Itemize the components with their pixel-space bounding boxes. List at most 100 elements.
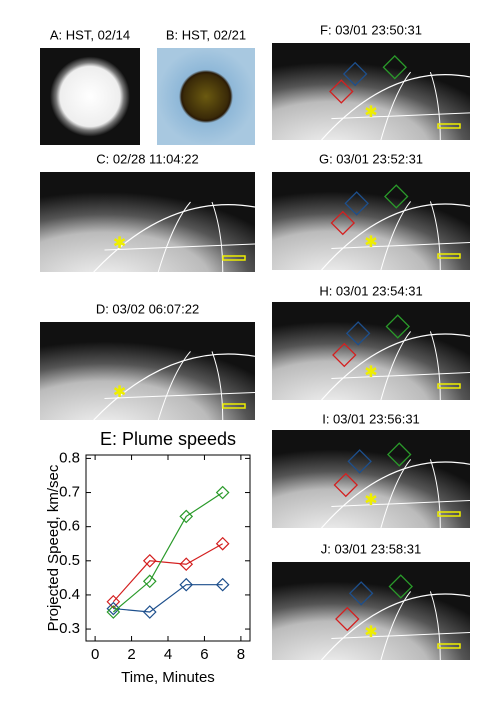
limb-grid bbox=[211, 201, 224, 273]
panel-image bbox=[272, 302, 470, 400]
panel-image bbox=[272, 43, 470, 140]
panel-image bbox=[40, 322, 255, 420]
x-axis-label: Time, Minutes bbox=[121, 669, 215, 686]
scale-bar bbox=[437, 123, 461, 129]
region-box bbox=[387, 442, 412, 467]
point bbox=[106, 601, 121, 616]
marker-star: ✱ bbox=[364, 492, 377, 509]
point bbox=[142, 553, 157, 568]
point bbox=[179, 577, 194, 592]
point bbox=[215, 536, 230, 551]
panel-image bbox=[272, 172, 470, 270]
panel-label: C: 02/28 11:04:22 bbox=[96, 151, 198, 166]
point bbox=[179, 557, 194, 572]
limb-grid bbox=[380, 331, 411, 401]
panel-image bbox=[272, 562, 470, 660]
region-box bbox=[348, 581, 374, 606]
limb-grid bbox=[331, 242, 471, 249]
region-box bbox=[384, 184, 409, 209]
limb-grid bbox=[321, 203, 471, 271]
y-tick-label: 0.8 bbox=[59, 449, 80, 466]
limb-grid bbox=[380, 201, 411, 271]
series-line bbox=[112, 543, 223, 603]
x-tick-label: 4 bbox=[164, 646, 172, 663]
limb-grid bbox=[321, 74, 471, 141]
limb-grid bbox=[93, 204, 256, 273]
region-box bbox=[342, 61, 368, 87]
y-axis-label: Projected Speed, km/sec bbox=[45, 464, 62, 631]
point bbox=[215, 485, 230, 500]
scale-bar bbox=[222, 403, 246, 409]
limb-grid bbox=[157, 201, 191, 273]
disk bbox=[50, 56, 130, 137]
image-panels: A: HST, 02/14 B: HST, 02/21 C: 02/28 11:04… bbox=[40, 22, 471, 661]
limb-grid bbox=[331, 372, 471, 379]
panel-image bbox=[272, 430, 470, 528]
scale-bar bbox=[437, 253, 461, 259]
region-box bbox=[329, 79, 354, 104]
x-tick-label: 2 bbox=[127, 646, 135, 663]
region-box bbox=[345, 321, 371, 346]
limb-grid bbox=[380, 591, 411, 661]
region-box bbox=[335, 606, 360, 632]
limb-grid bbox=[429, 591, 441, 661]
x-tick-label: 8 bbox=[237, 646, 245, 663]
region-box bbox=[382, 55, 407, 80]
y-tick-label: 0.6 bbox=[59, 518, 80, 535]
region-box bbox=[347, 449, 372, 474]
scale-bar bbox=[437, 383, 461, 389]
limb-grid bbox=[321, 461, 471, 529]
limb-grid bbox=[157, 351, 191, 421]
panel-image bbox=[157, 48, 255, 145]
x-tick-label: 6 bbox=[200, 646, 208, 663]
region-box bbox=[332, 342, 357, 368]
limb-grid bbox=[104, 243, 256, 251]
panel-label: I: 03/01 23:56:31 bbox=[322, 411, 420, 426]
scale-bar bbox=[437, 643, 461, 649]
scale-bar bbox=[437, 511, 461, 517]
marker-star: ✱ bbox=[364, 624, 377, 641]
panel-label: F: 03/01 23:50:31 bbox=[320, 22, 422, 37]
marker-star: ✱ bbox=[113, 384, 126, 401]
limb-grid bbox=[331, 500, 471, 507]
panel-label: J: 03/01 23:58:31 bbox=[321, 541, 421, 556]
x-tick-label: 0 bbox=[91, 646, 99, 663]
marker-star: ✱ bbox=[364, 104, 377, 121]
series-line bbox=[112, 492, 223, 613]
limb-grid bbox=[104, 392, 256, 399]
region-box bbox=[344, 191, 369, 216]
point bbox=[215, 577, 230, 592]
region-box bbox=[388, 574, 413, 599]
point bbox=[106, 605, 121, 619]
region-box bbox=[333, 472, 359, 498]
limb-grid bbox=[211, 351, 224, 421]
limb-grid bbox=[321, 593, 471, 661]
y-tick-label: 0.7 bbox=[59, 484, 80, 501]
point bbox=[142, 605, 157, 619]
limb-grid bbox=[331, 112, 471, 120]
panel-label: B: HST, 02/21 bbox=[166, 27, 246, 42]
point bbox=[106, 594, 121, 609]
marker-star: ✱ bbox=[113, 235, 126, 252]
limb-grid bbox=[93, 353, 256, 421]
panel-label: G: 03/01 23:52:31 bbox=[319, 151, 423, 166]
panel-label: A: HST, 02/14 bbox=[50, 27, 130, 42]
point bbox=[179, 509, 194, 524]
panel-label: H: 03/01 23:54:31 bbox=[319, 283, 422, 298]
panel-image bbox=[40, 172, 255, 272]
series-line bbox=[113, 584, 223, 613]
marker-star: ✱ bbox=[364, 234, 377, 251]
region-box bbox=[330, 210, 356, 236]
limb-grid bbox=[331, 632, 471, 639]
limb-grid bbox=[380, 459, 411, 529]
y-tick-label: 0.5 bbox=[59, 552, 80, 569]
limb-grid bbox=[429, 331, 441, 401]
region-box bbox=[385, 314, 410, 339]
scale-bar bbox=[222, 255, 246, 261]
limb-grid bbox=[380, 71, 411, 141]
chart-title: E: Plume speeds bbox=[100, 429, 236, 449]
limb-grid bbox=[429, 201, 441, 271]
limb-grid bbox=[429, 459, 441, 529]
y-tick-label: 0.3 bbox=[59, 620, 80, 637]
